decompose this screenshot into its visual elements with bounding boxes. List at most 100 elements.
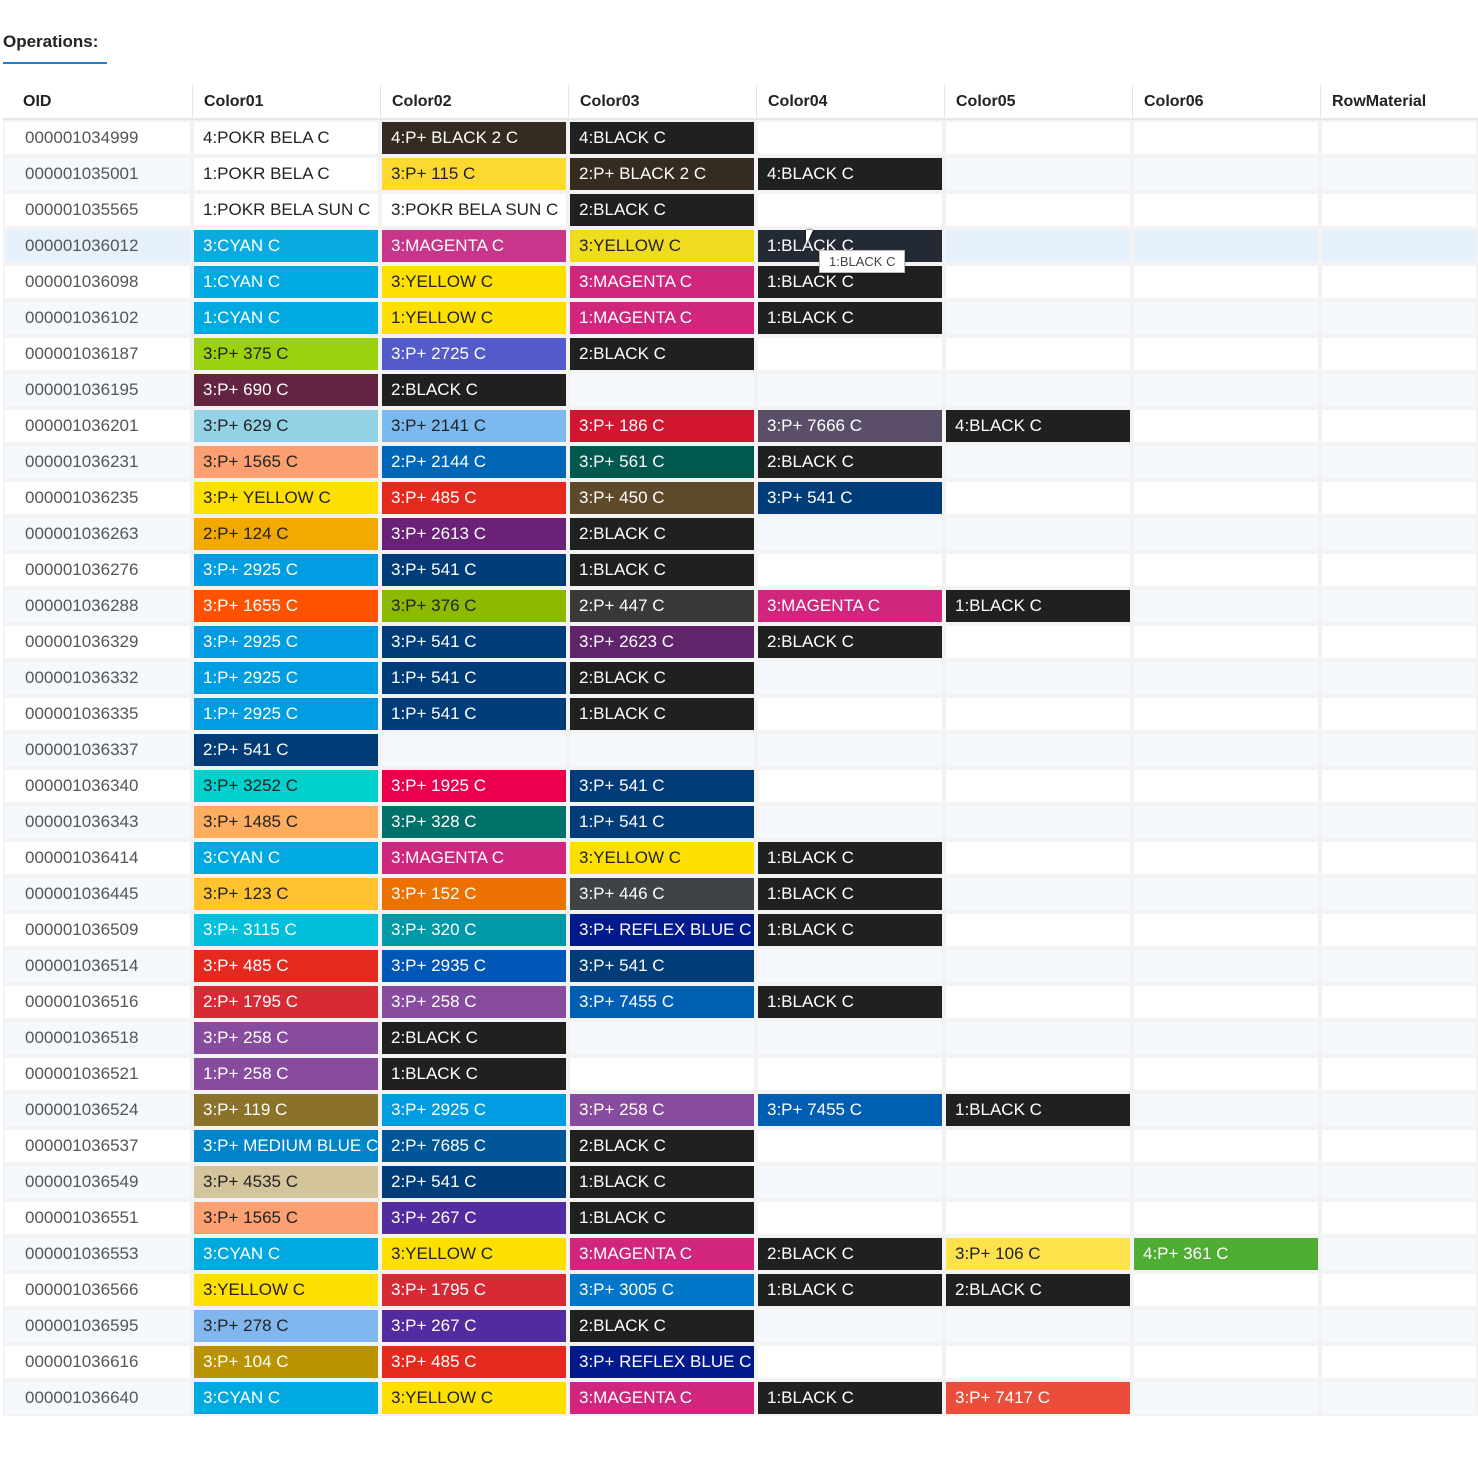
table-row[interactable]: 000001036518 3:P+ 258 C 2:BLACK C <box>3 1020 1478 1056</box>
rowmaterial-cell[interactable] <box>1320 876 1478 912</box>
color03-cell[interactable]: 1:BLACK C <box>568 1164 756 1200</box>
color06-cell[interactable] <box>1132 948 1320 984</box>
color04-cell[interactable]: 1:BLACK C <box>756 840 944 876</box>
oid-cell[interactable]: 000001036514 <box>3 948 192 984</box>
oid-cell[interactable]: 000001036551 <box>3 1200 192 1236</box>
color04-cell[interactable] <box>756 660 944 696</box>
color02-cell[interactable]: 2:P+ 541 C <box>380 1164 568 1200</box>
color06-cell[interactable] <box>1132 1056 1320 1092</box>
table-row[interactable]: 000001036551 3:P+ 1565 C 3:P+ 267 C 1:BLACK… <box>3 1200 1478 1236</box>
color02-cell[interactable]: 1:YELLOW C <box>380 300 568 336</box>
color01-cell[interactable]: 3:CYAN C <box>192 228 380 264</box>
color01-cell[interactable]: 3:P+ 119 C <box>192 1092 380 1128</box>
color04-cell[interactable]: 2:BLACK C <box>756 624 944 660</box>
color06-cell[interactable] <box>1132 768 1320 804</box>
color05-cell[interactable] <box>944 336 1132 372</box>
color04-cell[interactable]: 3:P+ 541 C <box>756 480 944 516</box>
color05-cell[interactable]: 1:BLACK C <box>944 588 1132 624</box>
color05-cell[interactable] <box>944 912 1132 948</box>
oid-cell[interactable]: 000001036553 <box>3 1236 192 1272</box>
color06-cell[interactable] <box>1132 1308 1320 1344</box>
oid-cell[interactable]: 000001036566 <box>3 1272 192 1308</box>
color01-cell[interactable]: 1:CYAN C <box>192 264 380 300</box>
color06-cell[interactable] <box>1132 912 1320 948</box>
color06-cell[interactable] <box>1132 1344 1320 1380</box>
color01-cell[interactable]: 2:P+ 541 C <box>192 732 380 768</box>
color02-cell[interactable]: 1:P+ 541 C <box>380 660 568 696</box>
color02-cell[interactable]: 2:P+ 2144 C <box>380 444 568 480</box>
oid-cell[interactable]: 000001036288 <box>3 588 192 624</box>
color02-cell[interactable]: 3:P+ 2925 C <box>380 1092 568 1128</box>
color06-cell[interactable] <box>1132 264 1320 300</box>
color06-cell[interactable]: 4:P+ 361 C <box>1132 1236 1320 1272</box>
table-row[interactable]: 000001036537 3:P+ MEDIUM BLUE C 2:P+ 7685 … <box>3 1128 1478 1164</box>
color03-cell[interactable]: 3:MAGENTA C <box>568 1380 756 1416</box>
color05-cell[interactable] <box>944 1020 1132 1056</box>
color06-cell[interactable] <box>1132 732 1320 768</box>
color02-cell[interactable]: 3:P+ 1795 C <box>380 1272 568 1308</box>
oid-cell[interactable]: 000001036195 <box>3 372 192 408</box>
color05-cell[interactable] <box>944 516 1132 552</box>
oid-cell[interactable]: 000001036335 <box>3 696 192 732</box>
color04-cell[interactable] <box>756 948 944 984</box>
color05-cell[interactable] <box>944 732 1132 768</box>
color04-cell[interactable] <box>756 516 944 552</box>
table-row[interactable]: 000001036566 3:YELLOW C 3:P+ 1795 C 3:P+ 30… <box>3 1272 1478 1308</box>
table-row[interactable]: 000001036235 3:P+ YELLOW C 3:P+ 485 C 3:P+ … <box>3 480 1478 516</box>
color05-cell[interactable] <box>944 696 1132 732</box>
rowmaterial-cell[interactable] <box>1320 840 1478 876</box>
color02-cell[interactable]: 1:BLACK C <box>380 1056 568 1092</box>
color06-cell[interactable] <box>1132 408 1320 444</box>
color04-cell[interactable] <box>756 1308 944 1344</box>
column-header-color02[interactable]: Color02 <box>380 84 568 118</box>
color03-cell[interactable]: 4:BLACK C <box>568 120 756 156</box>
color01-cell[interactable]: 1:P+ 2925 C <box>192 696 380 732</box>
rowmaterial-cell[interactable] <box>1320 1128 1478 1164</box>
color05-cell[interactable] <box>944 984 1132 1020</box>
color04-cell[interactable] <box>756 192 944 228</box>
oid-cell[interactable]: 000001036343 <box>3 804 192 840</box>
color02-cell[interactable]: 3:P+ 2725 C <box>380 336 568 372</box>
color01-cell[interactable]: 3:P+ 690 C <box>192 372 380 408</box>
color02-cell[interactable]: 4:P+ BLACK 2 C <box>380 120 568 156</box>
color06-cell[interactable] <box>1132 228 1320 264</box>
color05-cell[interactable] <box>944 192 1132 228</box>
rowmaterial-cell[interactable] <box>1320 336 1478 372</box>
rowmaterial-cell[interactable] <box>1320 228 1478 264</box>
color04-cell[interactable]: 4:BLACK C <box>756 156 944 192</box>
color04-cell[interactable] <box>756 1128 944 1164</box>
rowmaterial-cell[interactable] <box>1320 732 1478 768</box>
color06-cell[interactable] <box>1132 444 1320 480</box>
oid-cell[interactable]: 000001036509 <box>3 912 192 948</box>
rowmaterial-cell[interactable] <box>1320 516 1478 552</box>
oid-cell[interactable]: 000001034999 <box>3 120 192 156</box>
color05-cell[interactable] <box>944 1056 1132 1092</box>
color06-cell[interactable] <box>1132 624 1320 660</box>
color02-cell[interactable]: 3:P+ 328 C <box>380 804 568 840</box>
rowmaterial-cell[interactable] <box>1320 480 1478 516</box>
color02-cell[interactable]: 3:P+ 541 C <box>380 552 568 588</box>
color04-cell[interactable]: 1:BLACK C <box>756 876 944 912</box>
oid-cell[interactable]: 000001036518 <box>3 1020 192 1056</box>
rowmaterial-cell[interactable] <box>1320 948 1478 984</box>
table-row[interactable]: 000001036549 3:P+ 4535 C 2:P+ 541 C 1:BLACK… <box>3 1164 1478 1200</box>
color02-cell[interactable]: 3:P+ 2141 C <box>380 408 568 444</box>
color05-cell[interactable] <box>944 552 1132 588</box>
color05-cell[interactable] <box>944 876 1132 912</box>
color03-cell[interactable]: 3:P+ 450 C <box>568 480 756 516</box>
color06-cell[interactable] <box>1132 1380 1320 1416</box>
table-row[interactable]: 000001036012 3:CYAN C 3:MAGENTA C 3:YELLOW … <box>3 228 1478 264</box>
color01-cell[interactable]: 1:P+ 258 C <box>192 1056 380 1092</box>
color06-cell[interactable] <box>1132 804 1320 840</box>
color02-cell[interactable]: 2:P+ 7685 C <box>380 1128 568 1164</box>
color03-cell[interactable]: 2:BLACK C <box>568 192 756 228</box>
rowmaterial-cell[interactable] <box>1320 156 1478 192</box>
color01-cell[interactable]: 3:P+ 278 C <box>192 1308 380 1344</box>
color05-cell[interactable] <box>944 804 1132 840</box>
color03-cell[interactable]: 3:YELLOW C <box>568 840 756 876</box>
oid-cell[interactable]: 000001036524 <box>3 1092 192 1128</box>
table-row[interactable]: 000001036195 3:P+ 690 C 2:BLACK C <box>3 372 1478 408</box>
color01-cell[interactable]: 3:P+ 1565 C <box>192 1200 380 1236</box>
color03-cell[interactable]: 3:MAGENTA C <box>568 264 756 300</box>
